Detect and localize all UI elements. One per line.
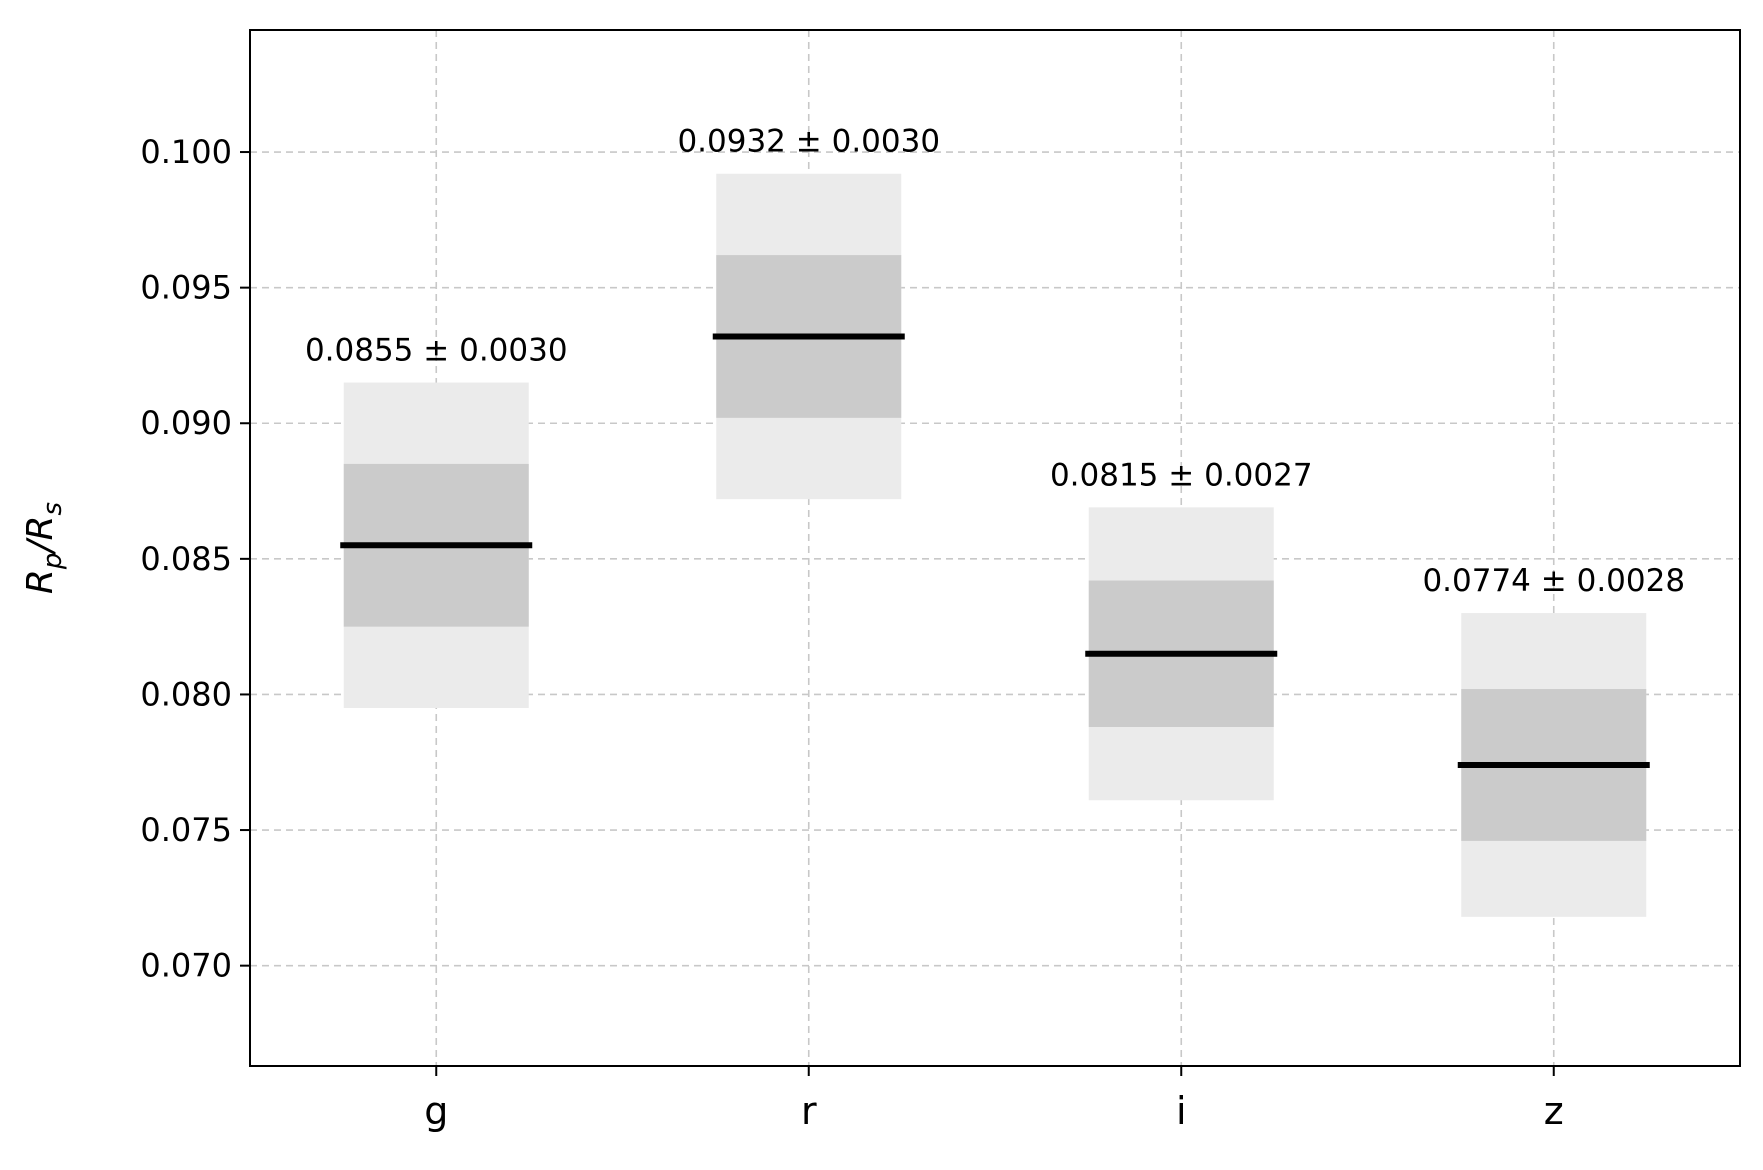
median-lines <box>340 333 1650 768</box>
y-tick-label-1: 0.075 <box>140 811 232 849</box>
annotation-i: 0.0815 ± 0.0027 <box>1050 457 1313 493</box>
y-tick-label-3: 0.085 <box>140 540 232 578</box>
annotations: 0.0855 ± 0.0030 0.0932 ± 0.0030 0.0815 ± 0… <box>305 124 1685 599</box>
annotation-g: 0.0855 ± 0.0030 <box>305 333 568 369</box>
x-tick-label-i: i <box>1176 1089 1187 1133</box>
y-tick-label-2: 0.080 <box>140 675 232 713</box>
y-axis-label-sub2: s <box>38 502 68 516</box>
x-tick-label-g: g <box>424 1089 448 1133</box>
x-tick-label-z: z <box>1544 1089 1564 1133</box>
y-tick-label-6: 0.100 <box>140 133 232 171</box>
annotation-z: 0.0774 ± 0.0028 <box>1422 563 1685 599</box>
y-axis-ticks: 0.070 0.075 0.080 0.085 0.090 0.095 0.100 <box>140 133 250 985</box>
y-tick-label-4: 0.090 <box>140 404 232 442</box>
y-tick-label-5: 0.095 <box>140 269 232 307</box>
annotation-r: 0.0932 ± 0.0030 <box>677 124 940 160</box>
y-axis-label-sub1: p <box>38 553 68 571</box>
y-axis-label-slash: / <box>20 537 61 556</box>
plot-area-frame <box>249 29 1741 1067</box>
y-axis-label-main: R <box>20 569 61 594</box>
x-tick-label-r: r <box>801 1089 817 1133</box>
y-axis-label: Rp/Rs <box>20 502 68 594</box>
y-axis-label-main-2: R <box>20 515 61 540</box>
y-tick-label-0: 0.070 <box>140 947 232 985</box>
